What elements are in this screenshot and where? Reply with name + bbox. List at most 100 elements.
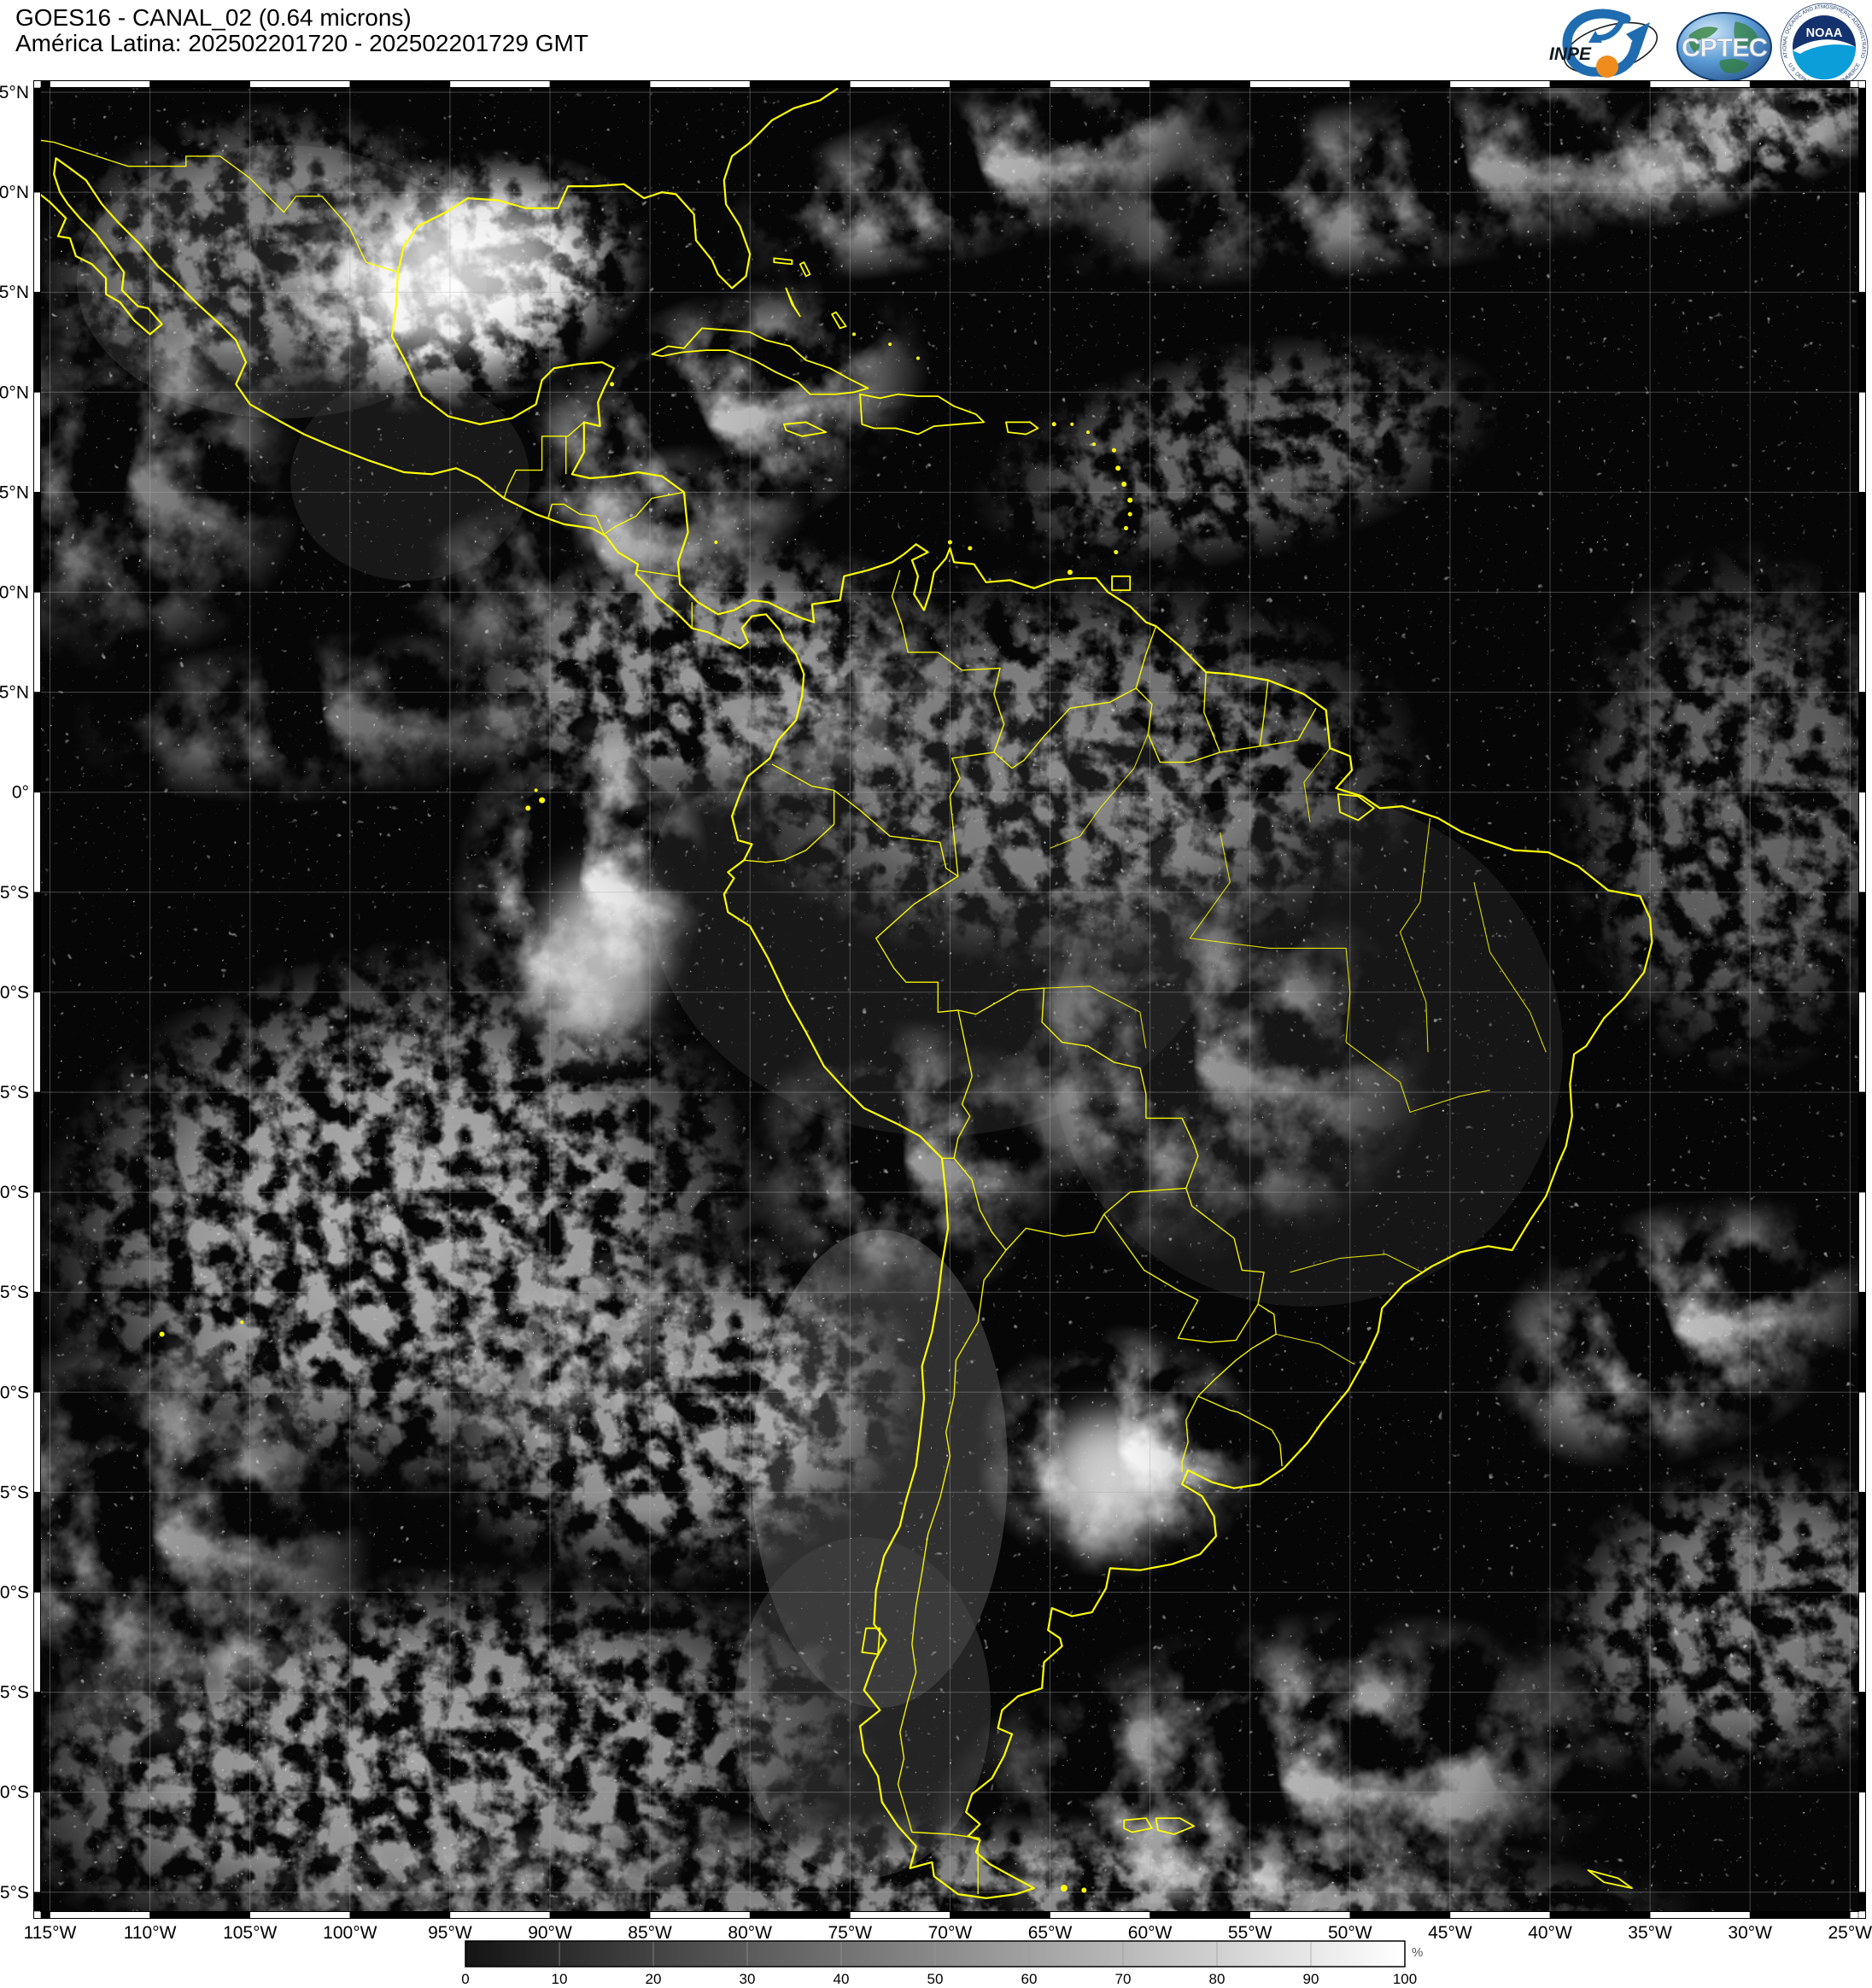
border-path xyxy=(1259,680,1269,746)
cptec-continent-south xyxy=(1719,58,1749,73)
island-path xyxy=(799,261,811,278)
island-path xyxy=(831,311,847,330)
border-path xyxy=(891,570,1013,769)
frame-segment-left xyxy=(33,391,41,493)
lon-tick-label: 115°W xyxy=(24,1923,77,1943)
island-dot xyxy=(714,540,718,544)
island-path xyxy=(859,393,986,436)
frame-segment-bottom xyxy=(1349,1911,1451,1919)
colorbar-tick-label: 70 xyxy=(1115,1971,1132,1987)
colorbar-tick-label: 60 xyxy=(1021,1971,1038,1987)
frame-segment-top xyxy=(40,80,50,88)
island-dot xyxy=(968,546,973,551)
frame-segment-top xyxy=(1850,80,1859,88)
frame-segment-bottom xyxy=(849,1911,951,1919)
border-path xyxy=(1103,1213,1259,1343)
frame-segment-top xyxy=(649,80,751,88)
lat-tick-label: 5°S xyxy=(0,883,29,903)
colorbar-unit-label: % xyxy=(1412,1945,1423,1960)
noaa-sea xyxy=(1793,40,1856,80)
island-dot xyxy=(1111,447,1116,453)
island-dot xyxy=(1123,526,1128,531)
lat-tick-label: 35°N xyxy=(0,83,29,102)
frame-segment-bottom xyxy=(1549,1911,1651,1919)
lon-tick-label: 75°W xyxy=(828,1923,873,1943)
lat-tick-label: 30°S xyxy=(0,1383,29,1402)
frame-segment-right xyxy=(1858,991,1866,1093)
lat-tick-label: 30°N xyxy=(0,183,29,202)
frame-segment-bottom xyxy=(749,1911,851,1919)
border-path xyxy=(603,491,685,535)
frame-segment-left xyxy=(33,191,41,293)
noaa-logo: NATIONAL OCEANIC AND ATMOSPHERIC ADMINIS… xyxy=(1780,3,1869,91)
border-path xyxy=(1103,1187,1186,1215)
frame-segment-left xyxy=(33,1892,41,1912)
frame-segment-right xyxy=(1858,1892,1866,1912)
cloud-speckle-fine xyxy=(41,88,1858,1911)
frame-segment-left xyxy=(33,692,41,792)
lat-tick-label: 5°N xyxy=(0,683,29,703)
lat-tick-label: 15°S xyxy=(0,1083,29,1102)
state-border-path xyxy=(1290,1254,1423,1273)
border-path xyxy=(957,987,1199,1189)
island-path xyxy=(651,327,869,395)
frame-segment-left xyxy=(33,492,41,593)
inpe-logo: INPE xyxy=(1549,9,1658,78)
island-dot xyxy=(1114,550,1119,555)
frame-segment-top xyxy=(950,80,1050,88)
frame-segment-left xyxy=(33,91,41,193)
frame-segment-top xyxy=(149,80,251,88)
island-dot xyxy=(1121,482,1127,488)
frame-segment-right xyxy=(1858,592,1866,693)
lat-tick-label: 55°S xyxy=(0,1883,29,1903)
colorbar-tick-label: 40 xyxy=(834,1971,850,1987)
frame-segment-bottom xyxy=(40,1911,50,1919)
colorbar-tick-label: 0 xyxy=(461,1971,469,1987)
island-dot xyxy=(1070,422,1074,426)
frame-segment-left xyxy=(33,1692,41,1792)
border-path xyxy=(897,1249,1007,1839)
lon-tick-label: 55°W xyxy=(1228,1923,1272,1943)
state-border-path xyxy=(1345,1042,1490,1113)
island-dot xyxy=(240,1320,244,1324)
colorbar-tick-label: 10 xyxy=(552,1971,568,1987)
island-dot xyxy=(1085,430,1090,435)
island-dot xyxy=(947,540,952,545)
island-path xyxy=(1155,1817,1195,1835)
island-dot xyxy=(159,1331,165,1337)
lat-tick-label: 10°N xyxy=(0,583,29,603)
island-path xyxy=(1337,793,1375,822)
frame-segment-right xyxy=(1858,1792,1866,1893)
frame-segment-bottom xyxy=(1150,1911,1250,1919)
noaa-logo-text: NOAA xyxy=(1806,26,1843,40)
frame-segment-top xyxy=(1249,80,1351,88)
frame-segment-right xyxy=(1858,1692,1866,1792)
frame-segment-top xyxy=(1749,80,1851,88)
colorbar-tick-label: 100 xyxy=(1393,1971,1417,1987)
lat-tick-label: 50°S xyxy=(0,1783,29,1803)
frame-outer-outline xyxy=(33,80,1866,1919)
state-border-path xyxy=(1050,734,1149,849)
lon-tick-label: 80°W xyxy=(728,1923,772,1943)
colorbar-tick-label: 50 xyxy=(927,1971,944,1987)
frame-segment-right xyxy=(1858,492,1866,593)
lat-tick-label: 45°S xyxy=(0,1683,29,1703)
lat-tick-label: 10°S xyxy=(0,983,29,1003)
cptec-logo: CPTEC xyxy=(1676,12,1772,82)
lat-tick-label: 20°N xyxy=(0,383,29,402)
island-path xyxy=(773,257,793,266)
product-title: GOES16 - CANAL_02 (0.64 microns) xyxy=(15,4,412,31)
inpe-swirl xyxy=(1562,9,1631,77)
island-path xyxy=(783,421,828,437)
lon-tick-label: 60°W xyxy=(1128,1923,1173,1943)
frame-segment-bottom xyxy=(1850,1911,1859,1919)
frame-segment-top xyxy=(1449,80,1551,88)
frame-segment-bottom xyxy=(349,1911,451,1919)
frame-segment-left xyxy=(33,87,41,93)
frame-segment-right xyxy=(1858,191,1866,293)
coastline-path xyxy=(41,88,1653,1899)
lon-tick-label: 70°W xyxy=(928,1923,973,1943)
colorbar-tick-label: 90 xyxy=(1303,1971,1319,1987)
